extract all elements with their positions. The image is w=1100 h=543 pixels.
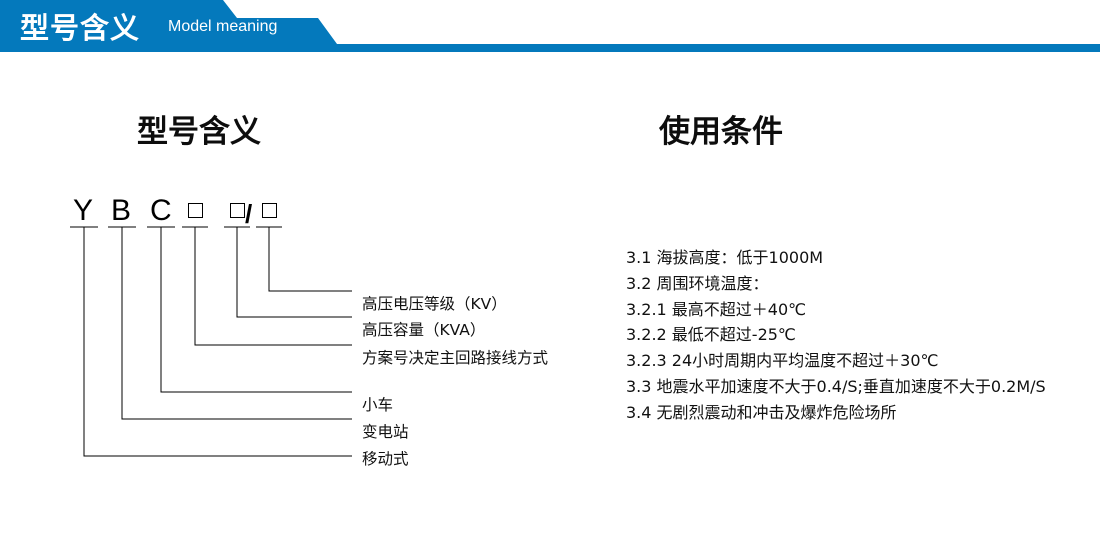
condition-line: 3.2.3 24小时周期内平均温度不超过＋30℃ [626, 351, 939, 371]
leader-label-substation: 变电站 [362, 423, 409, 441]
header-subtitle: Model meaning [168, 18, 278, 35]
condition-line: 3.4 无剧烈震动和冲击及爆炸危险场所 [626, 402, 897, 422]
condition-line: 3.3 地震水平加速度不大于0.4/S;垂直加速度不大于0.2M/S [626, 376, 1046, 396]
usage-conditions-title: 使用条件 [659, 114, 783, 150]
condition-line: 3.2 周围环境温度： [626, 273, 769, 293]
condition-line: 3.2.1 最高不超过＋40℃ [626, 299, 807, 319]
usage-conditions-list: 3.1 海拔高度：低于1000M 3.2 周围环境温度： 3.2.1 最高不超过… [626, 245, 1096, 426]
condition-line: 3.1 海拔高度：低于1000M [626, 248, 824, 267]
leader-label-scheme-number: 方案号决定主回路接线方式 [362, 349, 549, 367]
condition-line: 3.2.2 最低不超过-25℃ [626, 325, 796, 345]
leader-label-hv-capacity: 高压容量（KVA） [362, 321, 486, 339]
code-char-b: B [111, 194, 132, 227]
leader-label-mobile: 移动式 [362, 450, 409, 468]
model-meaning-title: 型号含义 [137, 114, 261, 150]
leader-label-hv-voltage-class: 高压电压等级（KV） [362, 295, 507, 313]
header-background-shape [0, 0, 1100, 52]
leader-label-trolley: 小车 [362, 396, 394, 414]
code-box-capacity [230, 203, 245, 218]
header-title: 型号含义 [20, 11, 141, 45]
code-box-scheme [188, 203, 203, 218]
code-char-y: Y [73, 194, 94, 227]
code-char-slash: / [245, 199, 253, 229]
page-header: 型号含义 Model meaning [0, 0, 1100, 56]
code-char-c: C [150, 194, 172, 227]
code-box-voltage [262, 203, 277, 218]
